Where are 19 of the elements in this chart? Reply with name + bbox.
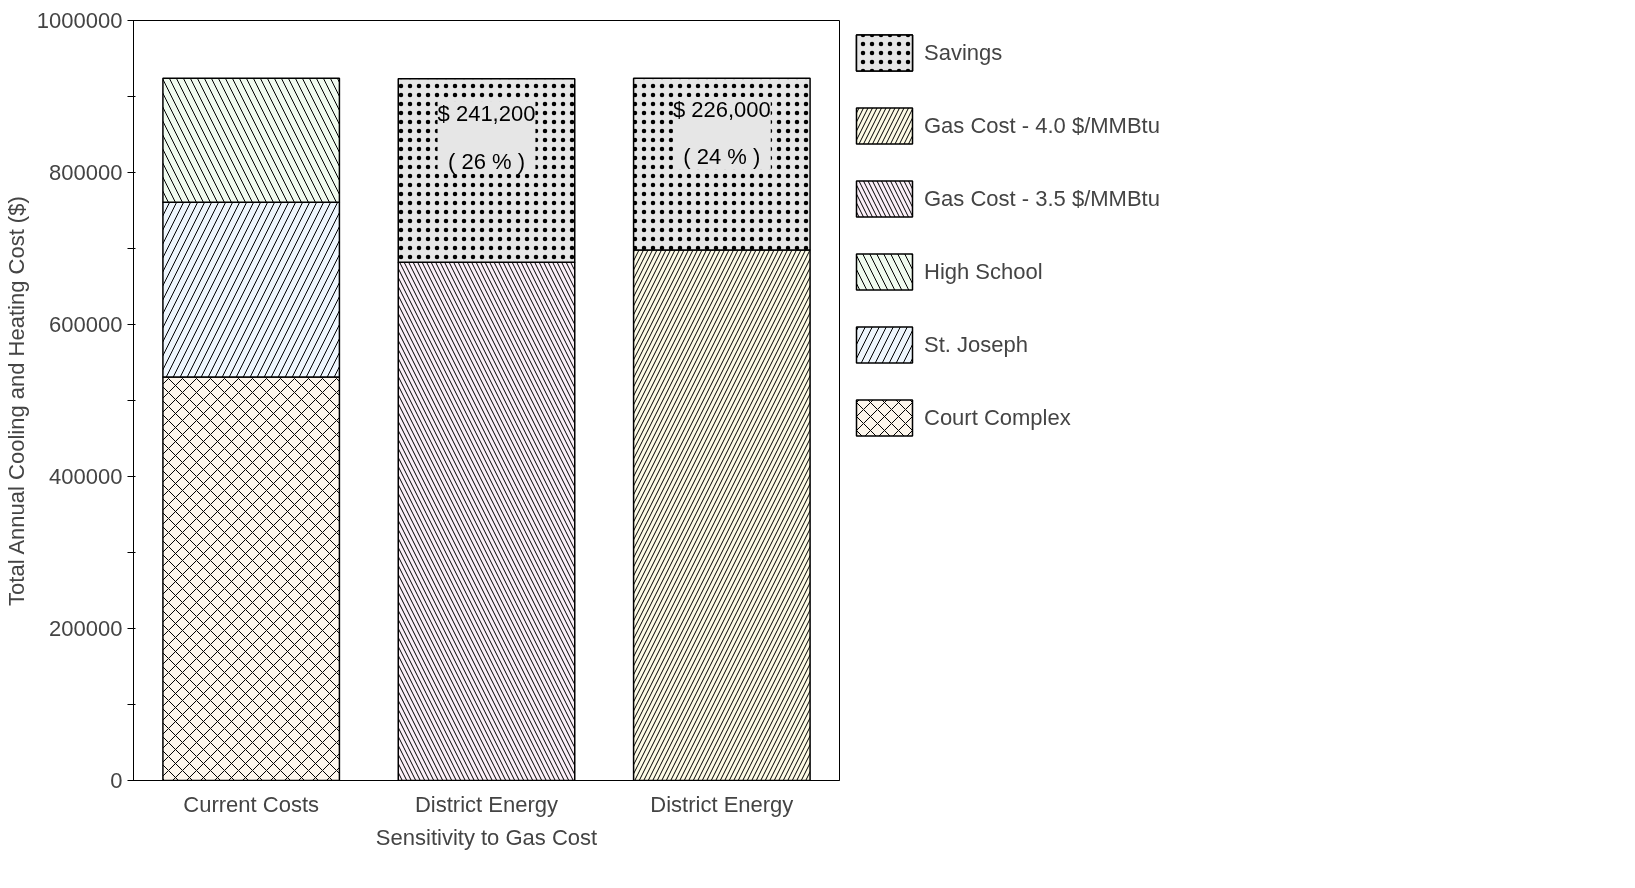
- legend-label: St. Joseph: [924, 331, 1028, 358]
- legend-label: Gas Cost - 3.5 $/MMBtu: [924, 185, 1160, 212]
- y-tick-label: 800000: [49, 160, 123, 185]
- x-tick-label: District Energy: [414, 791, 559, 817]
- data-label: $ 226,000 ( 24 % ): [672, 96, 771, 170]
- y-tick-label: 1000000: [36, 8, 123, 33]
- x-tick-label: Current Costs: [183, 791, 320, 817]
- x-axis-title: Sensitivity to Gas Cost: [375, 824, 598, 850]
- y-tick-label: 0: [110, 768, 123, 793]
- legend-label: Gas Cost - 4.0 $/MMBtu: [924, 112, 1160, 139]
- y-tick-label: 600000: [49, 312, 123, 337]
- y-tick-label: 200000: [49, 616, 123, 641]
- x-tick-label: District Energy: [650, 791, 794, 817]
- legend-label: Court Complex: [924, 404, 1071, 431]
- legend-label: Savings: [924, 39, 1003, 66]
- y-axis-title: Total Annual Cooling and Heating Cost ($): [3, 196, 29, 606]
- legend-label: High School: [924, 258, 1043, 285]
- data-label: $ 241,200 ( 26 % ): [437, 101, 536, 174]
- y-tick-label: 400000: [49, 464, 123, 489]
